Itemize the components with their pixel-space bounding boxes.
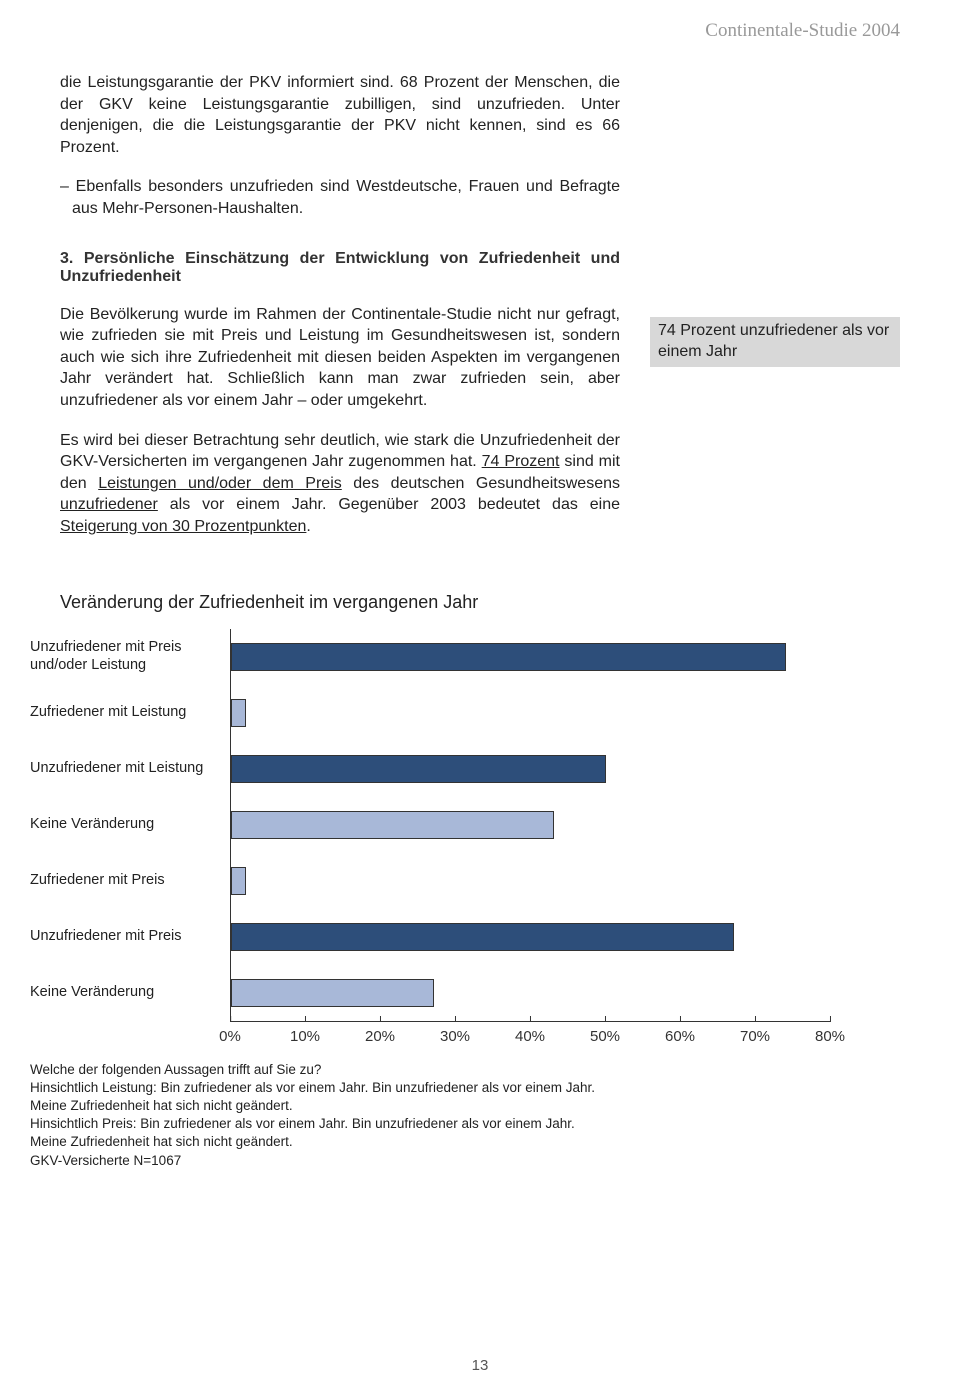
bar-plot xyxy=(230,797,830,853)
bar-plot xyxy=(230,741,830,797)
bar-label: Keine Veränderung xyxy=(30,816,230,833)
footnote-line: Hinsichtlich Preis: Bin zufriedener als … xyxy=(30,1115,900,1133)
chart-row: Unzufriedener mit Leistung xyxy=(30,741,900,797)
bar xyxy=(231,755,606,783)
content-row: die Leistungsgarantie der PKV informiert… xyxy=(60,72,900,556)
x-tick: 20% xyxy=(365,1022,395,1045)
bar-chart: Unzufriedener mit Preis und/oder Leistun… xyxy=(30,629,900,1049)
p4-u4: Steigerung von 30 Prozentpunkten xyxy=(60,518,306,535)
paragraph-3: Die Bevölkerung wurde im Rahmen der Cont… xyxy=(60,304,620,412)
bar xyxy=(231,811,554,839)
side-column: 74 Prozent unzufriedener als vor einem J… xyxy=(650,72,900,556)
bar xyxy=(231,979,434,1007)
x-tick: 40% xyxy=(515,1022,545,1045)
x-tick: 10% xyxy=(290,1022,320,1045)
bar-plot xyxy=(230,629,830,685)
bar-label: Zufriedener mit Preis xyxy=(30,872,230,889)
bar-plot xyxy=(230,685,830,741)
paragraph-1: die Leistungsgarantie der PKV informiert… xyxy=(60,72,620,158)
footnote-line: Meine Zufriedenheit hat sich nicht geänd… xyxy=(30,1097,900,1115)
bar-label: Unzufriedener mit Preis xyxy=(30,928,230,945)
callout-box: 74 Prozent unzufriedener als vor einem J… xyxy=(650,317,900,367)
section-heading: 3. Persönliche Einschätzung der Entwickl… xyxy=(60,250,620,286)
page-number: 13 xyxy=(0,1357,960,1374)
x-tick: 50% xyxy=(590,1022,620,1045)
x-axis: 0%10%20%30%40%50%60%70%80% xyxy=(230,1021,830,1049)
chart-row: Zufriedener mit Preis xyxy=(30,853,900,909)
x-tick: 0% xyxy=(219,1022,241,1045)
chart-row: Keine Veränderung xyxy=(30,965,900,1021)
p4-u2: Leistungen und/oder dem Preis xyxy=(98,475,342,492)
paragraph-2: – Ebenfalls besonders unzufrieden sind W… xyxy=(60,176,620,219)
p4-u1: 74 Prozent xyxy=(482,453,560,470)
chart-row: Unzufriedener mit Preis xyxy=(30,909,900,965)
chart-row: Unzufriedener mit Preis und/oder Leistun… xyxy=(30,629,900,685)
bar xyxy=(231,643,786,671)
chart-row: Zufriedener mit Leistung xyxy=(30,685,900,741)
bar-label: Unzufriedener mit Preis und/oder Leistun… xyxy=(30,639,230,674)
chart-footnotes: Welche der folgenden Aussagen trifft auf… xyxy=(30,1061,900,1170)
main-column: die Leistungsgarantie der PKV informiert… xyxy=(60,72,620,556)
bar-plot xyxy=(230,909,830,965)
x-tick: 60% xyxy=(665,1022,695,1045)
paragraph-4: Es wird bei dieser Betrachtung sehr deut… xyxy=(60,430,620,538)
p4-text-e: . xyxy=(306,518,310,535)
bar xyxy=(231,699,246,727)
footnote-line: Meine Zufriedenheit hat sich nicht geänd… xyxy=(30,1133,900,1151)
bar-plot xyxy=(230,853,830,909)
bar-label: Zufriedener mit Leistung xyxy=(30,704,230,721)
document-header: Continentale-Studie 2004 xyxy=(60,20,900,42)
chart-row: Keine Veränderung xyxy=(30,797,900,853)
x-tick: 80% xyxy=(815,1022,845,1045)
x-tick: 70% xyxy=(740,1022,770,1045)
bar-label: Unzufriedener mit Leistung xyxy=(30,760,230,777)
footnote-line: Welche der folgenden Aussagen trifft auf… xyxy=(30,1061,900,1079)
bar-plot xyxy=(230,965,830,1021)
p4-text-c: des deutschen Gesundheitswesens xyxy=(342,475,620,492)
footnote-line: Hinsichtlich Leistung: Bin zufriedener a… xyxy=(30,1079,900,1097)
p4-u3: unzufriedener xyxy=(60,496,158,513)
x-tick: 30% xyxy=(440,1022,470,1045)
bar-label: Keine Veränderung xyxy=(30,984,230,1001)
chart-title: Veränderung der Zufriedenheit im vergang… xyxy=(60,592,900,613)
footnote-line: GKV-Versicherte N=1067 xyxy=(30,1152,900,1170)
chart-section: Veränderung der Zufriedenheit im vergang… xyxy=(60,592,900,1170)
p4-text-d: als vor einem Jahr. Gegenüber 2003 bedeu… xyxy=(158,496,620,513)
bar xyxy=(231,923,734,951)
bar xyxy=(231,867,246,895)
